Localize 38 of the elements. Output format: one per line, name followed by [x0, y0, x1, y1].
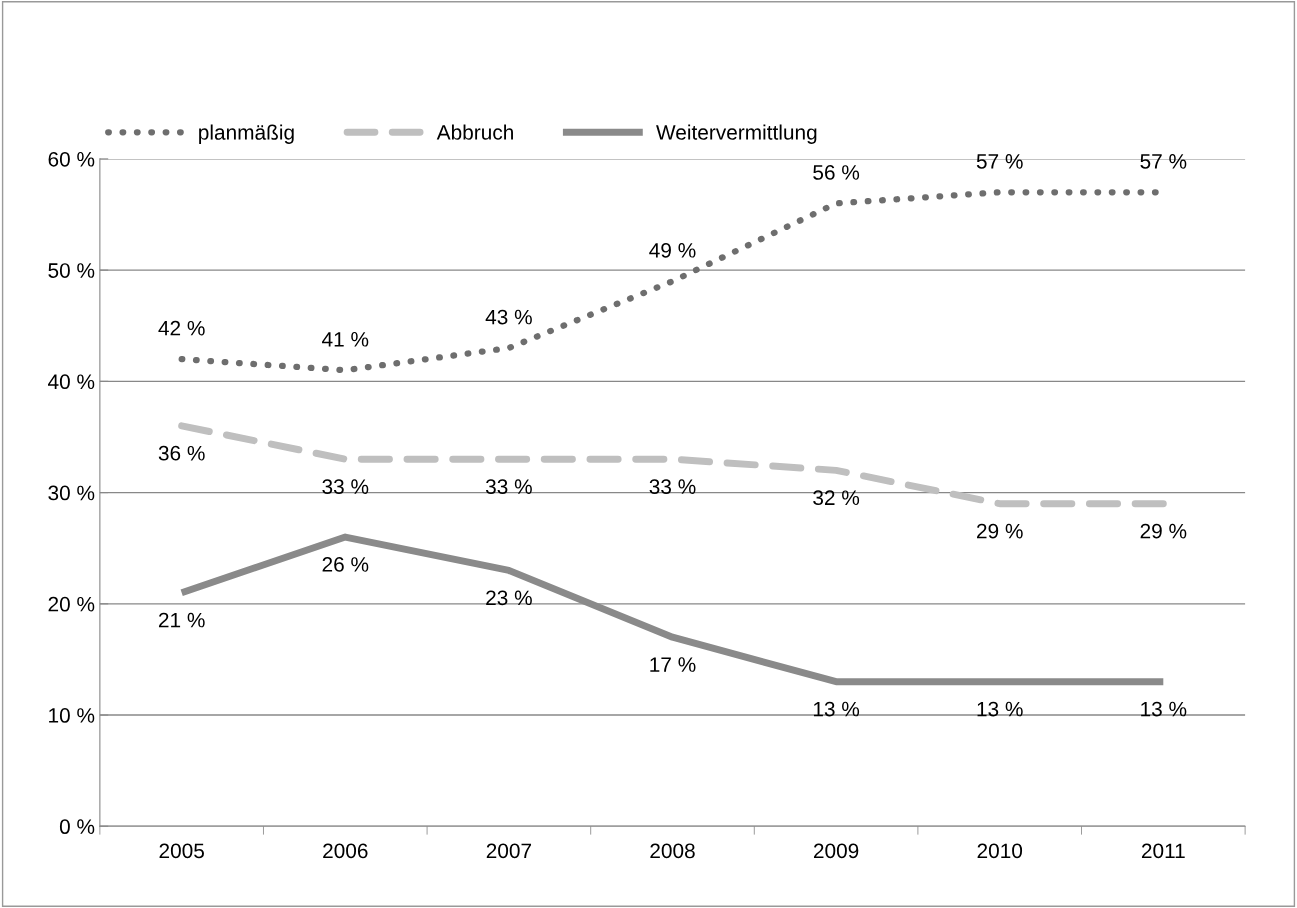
y-tick-label: 10 % [49, 708, 95, 723]
data-label: 36 % [158, 445, 205, 461]
x-tick-label: 2005 [159, 843, 204, 859]
y-tick-label: 40 % [48, 374, 95, 390]
x-tick-label: 2006 [323, 843, 368, 859]
data-label: 56 % [813, 165, 860, 180]
data-label: 13 % [977, 701, 1023, 717]
data-label: 33 % [485, 479, 532, 494]
data-label: 29 % [977, 523, 1023, 539]
data-label: 17 % [650, 657, 696, 672]
legend-label: Abbruch [436, 124, 513, 140]
data-label: 26 % [322, 557, 369, 572]
data-label: 57 % [976, 154, 1023, 169]
data-label: 42 % [158, 320, 205, 336]
data-label: 13 % [813, 701, 860, 717]
legend-label: planmäßig [199, 124, 294, 144]
data-label: 33 % [322, 479, 369, 494]
data-label: 29 % [1140, 523, 1187, 539]
y-tick-label: 60 % [48, 151, 95, 167]
y-tick-label: 0 % [59, 819, 95, 835]
data-label: 21 % [158, 612, 205, 628]
data-label: 43 % [485, 309, 532, 325]
x-tick-label: 2007 [486, 843, 532, 859]
x-tick-label: 2008 [650, 843, 695, 859]
data-label: 57 % [1140, 154, 1187, 169]
x-tick-label: 2009 [813, 843, 859, 859]
data-label: 41 % [322, 332, 369, 347]
legend-label: Weitervermittlung [656, 124, 817, 144]
data-label: 23 % [486, 590, 532, 606]
y-tick-label: 20 % [48, 596, 95, 612]
data-label: 33 % [649, 479, 696, 494]
y-tick-label: 30 % [48, 485, 95, 501]
x-tick-label: 2011 [1141, 843, 1185, 859]
x-tick-label: 2010 [977, 843, 1023, 859]
data-label: 32 % [813, 490, 860, 506]
y-tick-label: 50 % [48, 263, 95, 278]
data-label: 49 % [649, 242, 696, 258]
data-label: 13 % [1141, 701, 1187, 717]
